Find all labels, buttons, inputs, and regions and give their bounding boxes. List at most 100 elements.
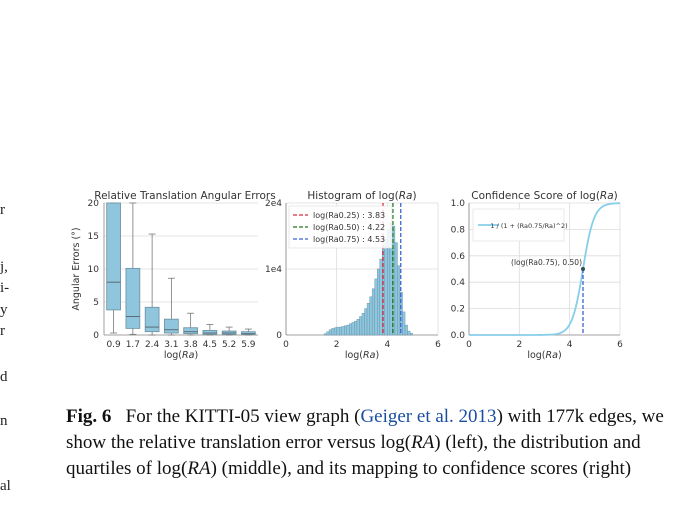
y-tick-label: 0 [93, 331, 99, 341]
histogram-bar [374, 278, 378, 336]
histogram-bar [394, 242, 398, 336]
box [164, 318, 179, 334]
margin-fragment: n [0, 413, 8, 429]
y-tick-label: 0.4 [451, 278, 466, 288]
histogram-bar [382, 249, 385, 336]
histogram-bar [379, 258, 383, 336]
y-tick-label: 1.0 [451, 199, 466, 209]
y-tick-label: 5 [93, 298, 99, 308]
histogram-bar [384, 239, 388, 336]
histogram-bar [377, 268, 380, 336]
box [106, 202, 121, 311]
histogram-bar [354, 320, 358, 336]
histogram-bar [361, 313, 365, 336]
histogram-bar [323, 333, 327, 336]
caption-math: RA [187, 458, 211, 479]
y-tick-label: 1e4 [265, 265, 282, 275]
y-tick-label: 0.0 [451, 331, 466, 341]
margin-fragment: r [0, 323, 5, 339]
x-axis-label: log(Ra) [527, 350, 561, 361]
y-tick-label: 0.8 [451, 225, 466, 235]
histogram-bar [346, 324, 350, 336]
caption-citation-link[interactable]: Geiger et al. 2013 [360, 406, 497, 427]
caption-text: ) (middle), and its mapping to confidenc… [210, 458, 632, 479]
histogram-bar [341, 326, 345, 336]
y-tick-label: 0.6 [451, 252, 466, 262]
x-tick-label: 2 [516, 340, 522, 350]
confidence-curve [469, 202, 621, 336]
caption-label: Fig. 6 [66, 406, 112, 427]
margin-fragment: d [0, 369, 8, 385]
histogram-bar [404, 324, 408, 336]
histogram-bar [397, 265, 401, 336]
x-tick-label: 4 [567, 340, 573, 350]
histogram-bar [371, 288, 375, 336]
box [125, 267, 141, 329]
x-axis-label: log(Ra) [164, 350, 198, 361]
legend-entry: 1 / (1 + (Ra0.75/Ra)^2) [490, 222, 567, 230]
y-tick-label: 15 [88, 232, 99, 242]
histogram-bar [349, 323, 353, 336]
histogram-bar [336, 326, 340, 336]
margin-fragment: y [0, 302, 8, 318]
histogram-bar [364, 308, 368, 336]
x-tick-label: 1.7 [126, 340, 140, 350]
histogram-bar [339, 326, 342, 336]
histogram-bar [356, 318, 360, 336]
chart-title: Histogram of log(Ra) [307, 190, 416, 202]
x-tick-label: 3.1 [164, 340, 178, 350]
caption-math: RA [411, 432, 435, 453]
x-tick-label: 0.9 [106, 340, 121, 350]
margin-fragment: j, [0, 259, 8, 275]
figure-6: 0 5 10 15 20 0.9 1.7 2.4 3.1 3.8 4.5 5.2 5.9 Relative… [60, 186, 640, 366]
y-tick-label: 2e4 [265, 199, 282, 209]
histogram-bar [402, 311, 406, 336]
x-tick-label: 0 [283, 340, 289, 350]
histogram-bar [351, 322, 355, 336]
histogram-bar [333, 327, 337, 336]
y-tick-label: 20 [88, 199, 100, 209]
histogram-bar [328, 329, 332, 336]
box [144, 306, 160, 333]
chart-title: Confidence Score of log(Ra) [471, 190, 618, 202]
histogram-bar [366, 303, 370, 336]
x-tick-label: 4.5 [203, 340, 217, 350]
margin-fragment: i- [0, 280, 10, 296]
legend-entry: log(Ra0.50) : 4.22 [313, 223, 385, 232]
x-tick-label: 5.9 [241, 340, 256, 350]
x-axis-label: log(Ra) [345, 350, 379, 361]
chart-title: Relative Translation Angular Errors [94, 190, 275, 202]
caption-text: For the KITTI-05 view graph ( [125, 406, 361, 427]
x-tick-label: 5.2 [222, 340, 236, 350]
x-tick-label: 3.8 [183, 340, 198, 350]
annotation-label: (log(Ra0.75), 0.50) [511, 258, 582, 267]
y-tick-label: 10 [88, 265, 100, 275]
histogram-bar [326, 331, 330, 336]
histogram-bar [359, 316, 363, 336]
histogram-bar [409, 333, 413, 336]
figure-caption: Fig. 6 For the KITTI-05 view graph (Geig… [66, 404, 666, 482]
annotation-point [581, 267, 586, 271]
margin-fragment: al [0, 478, 11, 494]
x-tick-label: 2 [334, 340, 340, 350]
caption-text: ) with 177k edges, we show the relative … [66, 406, 664, 453]
x-tick-label: 6 [435, 340, 441, 350]
histogram-bar [344, 325, 347, 336]
caption-text: ) (left), the distribution and quartiles… [66, 432, 641, 479]
histogram-bar [369, 296, 373, 336]
box [183, 327, 198, 335]
y-axis-label: Angular Errors (°) [71, 227, 82, 310]
y-tick-label: 0 [276, 331, 282, 341]
legend-entry: log(Ra0.75) : 4.53 [313, 235, 385, 244]
x-tick-label: 0 [466, 340, 472, 350]
histogram-bar [331, 328, 335, 336]
x-tick-label: 4 [384, 340, 390, 350]
histogram-bar [407, 330, 411, 336]
legend-entry: log(Ra0.25) : 3.83 [313, 211, 385, 220]
x-tick-label: 2.4 [145, 340, 160, 350]
x-tick-label: 6 [617, 340, 623, 350]
box [241, 331, 256, 335]
box [202, 329, 218, 335]
